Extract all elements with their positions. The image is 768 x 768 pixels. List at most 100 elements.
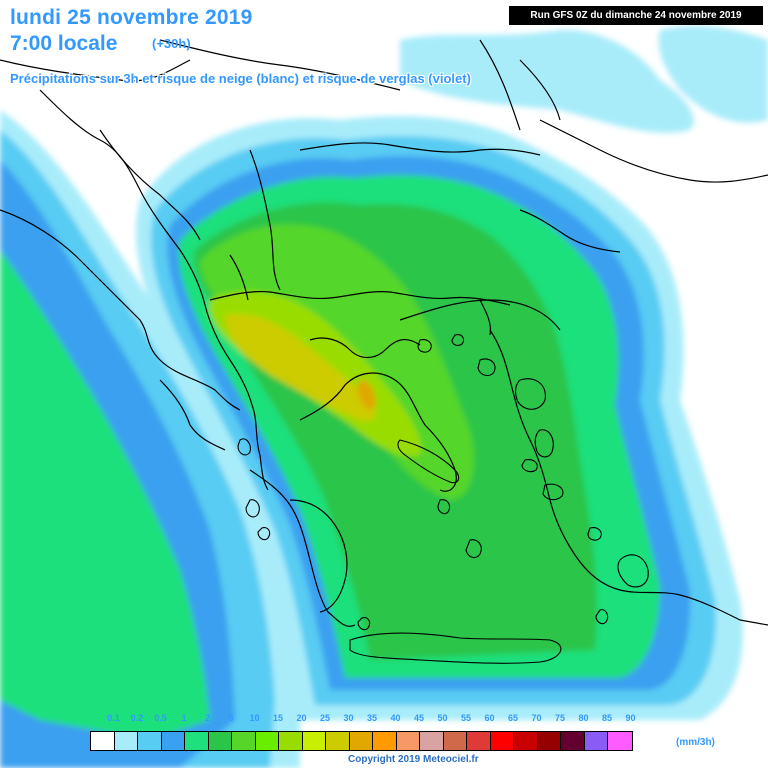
legend-label: 80: [578, 713, 589, 723]
legend-label: 25: [319, 713, 331, 723]
legend-label: 1: [181, 713, 187, 723]
legend-swatch: [114, 732, 138, 750]
coastline-thrace: [399, 299, 561, 331]
legend-swatch: [255, 732, 279, 750]
precip-field: [0, 25, 768, 768]
coastline-balkan-west: [139, 189, 269, 491]
legend-label: 40: [390, 713, 401, 723]
border-albania-macedonia: [229, 254, 249, 301]
island-kythira: [357, 617, 371, 631]
legend-label: 30: [343, 713, 354, 723]
legend-swatch: [490, 732, 514, 750]
legend-label: 65: [507, 713, 519, 723]
precip-layer-medium-west: [0, 250, 210, 740]
island-corfu: [237, 438, 251, 456]
legend-label: 60: [484, 713, 495, 723]
legend-swatch: [373, 732, 397, 750]
coastline-greece-west: [249, 469, 356, 627]
legend-swatch: [349, 732, 373, 750]
legend-swatch: [279, 732, 303, 750]
island-lesbos: [515, 378, 546, 410]
border-moldova: [519, 59, 561, 121]
precip-layer-extreme: [357, 379, 376, 410]
island-thasos: [417, 339, 432, 353]
island-chios: [534, 429, 554, 458]
legend-swatch: [138, 732, 162, 750]
coastline-thessaloniki: [309, 337, 421, 359]
legend-label: 45: [413, 713, 425, 723]
legend-swatch: [396, 732, 420, 750]
island-samothrace: [451, 334, 465, 346]
island-karpathos: [595, 609, 609, 625]
legend-label: 2: [204, 713, 211, 723]
legend-label: 0.5: [154, 713, 167, 723]
legend-color-scale: [90, 731, 633, 751]
coastline-greece-east: [299, 372, 457, 492]
legend-label: 20: [296, 713, 307, 723]
border-turkey-greece: [479, 299, 492, 336]
legend-swatch: [185, 732, 209, 750]
legend-label: 55: [460, 713, 472, 723]
island-crete: [349, 632, 562, 664]
island-ikaria: [521, 459, 538, 473]
islands: [237, 334, 649, 664]
precip-layer-light-ne: [658, 25, 768, 123]
legend-swatch: [443, 732, 467, 750]
island-kefalonia: [245, 499, 260, 518]
coastline-bosphorus: [519, 209, 621, 253]
legend-swatch: [208, 732, 232, 750]
legend-label: 75: [554, 713, 566, 723]
forecast-lead-time: (+30h): [152, 36, 191, 51]
island-lemnos: [477, 358, 496, 377]
coastline-black-sea: [539, 119, 768, 183]
border-greece-north: [209, 290, 511, 306]
legend-swatch: [584, 732, 608, 750]
legend-swatch: [232, 732, 256, 750]
legend-swatch: [537, 732, 561, 750]
coastline-turkey-west: [489, 329, 768, 626]
legend-label: 10: [249, 713, 260, 723]
legend-label: 5: [228, 713, 234, 723]
legend-swatch: [302, 732, 326, 750]
coastline-italy-heel: [159, 379, 226, 451]
island-naxos: [465, 539, 482, 559]
island-andros: [437, 499, 451, 515]
map-local-time: 7:00 locale: [10, 32, 118, 55]
border-austria: [0, 59, 191, 82]
map-subtitle: Précipitations sur 3h et risque de neige…: [10, 71, 471, 86]
coastline-adriatic-italy: [0, 209, 241, 411]
island-evia: [397, 439, 460, 484]
legend-swatch: [161, 732, 185, 750]
legend-swatch: [467, 732, 491, 750]
coastline-peloponnese: [289, 499, 348, 613]
legend-label: 90: [625, 713, 636, 723]
border-croatia: [39, 89, 141, 191]
legend-label: 0.1: [107, 713, 120, 723]
island-zakynthos: [257, 527, 271, 541]
border-hungary: [159, 39, 401, 91]
legend-unit: (mm/3h): [676, 737, 715, 748]
legend-swatch: [608, 732, 632, 750]
copyright-text: Copyright 2019 Meteociel.fr: [348, 754, 479, 765]
legend-label: 35: [366, 713, 378, 723]
border-bulgaria-romania: [299, 142, 541, 156]
legend-label: 15: [272, 713, 284, 723]
legend-labels: 0.1 0.2 0.5 1 2 5 10 15 20 25 30 35 40 45 50 55 60 65 70 75…: [90, 713, 670, 727]
border-romania-east: [479, 39, 521, 131]
legend-label: 70: [531, 713, 542, 723]
model-run-label: Run GFS 0Z du dimanche 24 novembre 2019: [509, 6, 763, 25]
legend-swatch: [91, 732, 115, 750]
legend-swatch: [326, 732, 350, 750]
legend-label: 0.2: [130, 713, 144, 723]
island-kos: [587, 527, 602, 541]
island-rhodes: [617, 554, 649, 588]
legend-label: 50: [437, 713, 448, 723]
legend-swatch: [561, 732, 585, 750]
legend-label: 85: [601, 713, 613, 723]
precip-layer-light-north: [400, 29, 694, 133]
borders-coastlines: [0, 39, 768, 627]
map-date-title: lundi 25 novembre 2019: [10, 6, 253, 29]
legend-swatch: [514, 732, 538, 750]
island-samos: [542, 483, 564, 501]
